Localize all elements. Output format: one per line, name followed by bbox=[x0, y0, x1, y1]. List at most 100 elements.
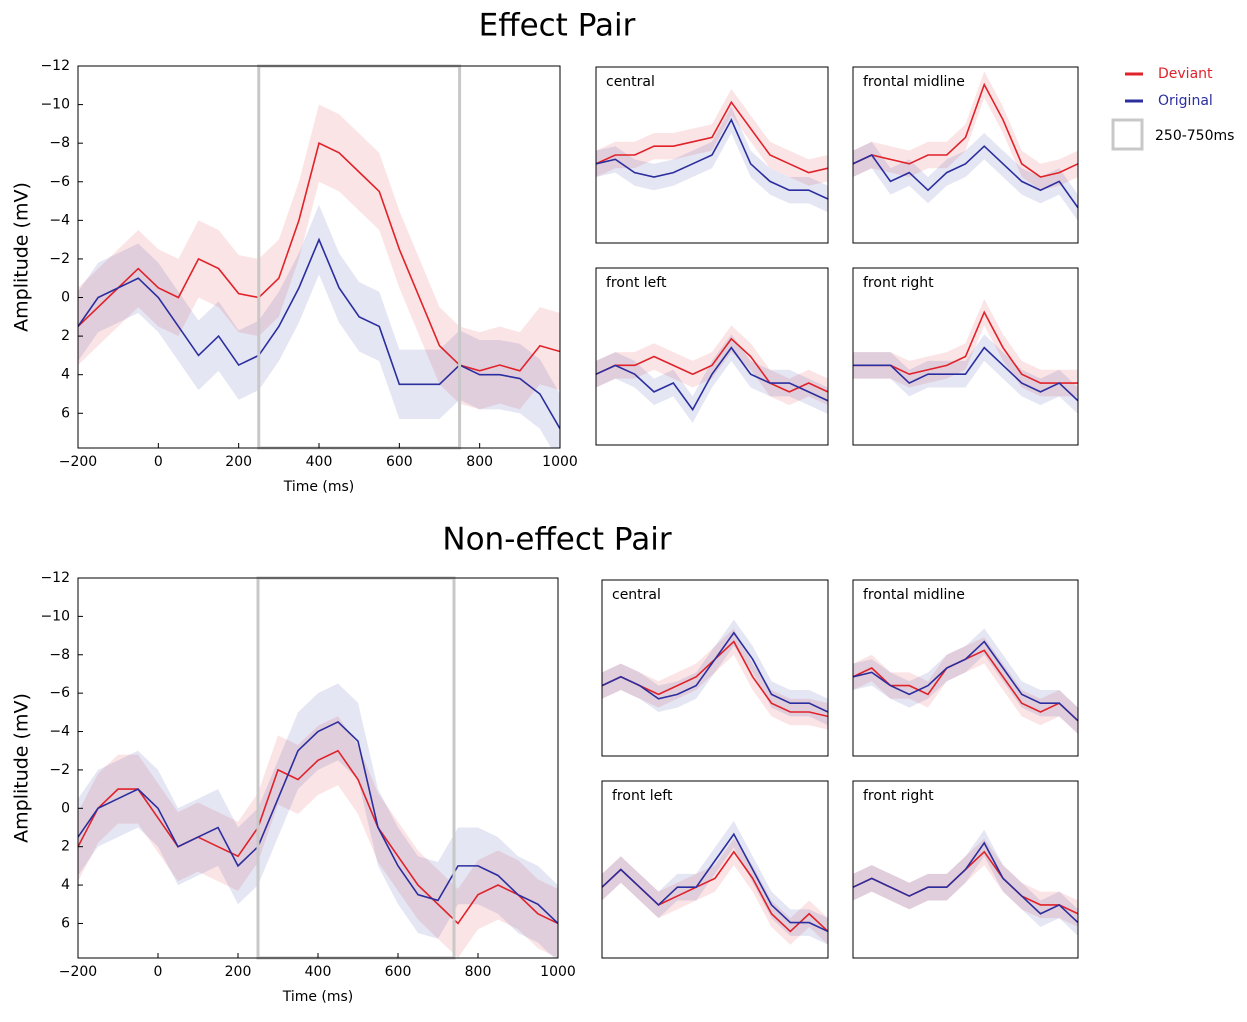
y-tick-label: 6 bbox=[61, 915, 70, 931]
panel-title: front left bbox=[606, 275, 667, 291]
chart-title: Effect Pair bbox=[479, 8, 636, 44]
x-tick-label: 600 bbox=[386, 454, 413, 470]
series-line bbox=[78, 237, 560, 430]
error-band bbox=[853, 133, 1078, 221]
x-tick-label: −200 bbox=[59, 964, 97, 980]
error-band bbox=[853, 298, 1078, 397]
panel-title: central bbox=[612, 587, 661, 603]
plot-frame bbox=[852, 780, 1079, 959]
legend-label: Original bbox=[1158, 93, 1213, 109]
y-tick-label: −10 bbox=[40, 97, 70, 113]
series-line bbox=[596, 100, 828, 174]
series-line bbox=[78, 720, 558, 925]
x-tick-label: −200 bbox=[59, 454, 97, 470]
x-tick-label: 400 bbox=[306, 454, 333, 470]
plot-area bbox=[596, 89, 828, 213]
error-band bbox=[596, 334, 828, 423]
series-line bbox=[602, 631, 828, 713]
legend-label: 250-750ms bbox=[1155, 128, 1234, 144]
plot-area bbox=[78, 683, 558, 958]
error-band bbox=[78, 204, 560, 448]
y-tick-label: −4 bbox=[49, 212, 70, 228]
x-tick-label: 200 bbox=[225, 964, 252, 980]
error-band bbox=[78, 683, 558, 958]
x-tick-label: 0 bbox=[154, 964, 163, 980]
plot-frame bbox=[601, 579, 829, 757]
error-band bbox=[602, 619, 828, 726]
x-tick-label: 800 bbox=[465, 964, 492, 980]
y-tick-label: 6 bbox=[61, 405, 70, 421]
series-line bbox=[602, 832, 828, 933]
y-tick-label: −8 bbox=[49, 647, 70, 663]
x-tick-label: 200 bbox=[225, 454, 252, 470]
series-line bbox=[596, 346, 828, 412]
series-line bbox=[853, 640, 1078, 722]
y-tick-label: 4 bbox=[61, 367, 70, 383]
x-tick-label: 1000 bbox=[542, 454, 578, 470]
y-tick-label: 0 bbox=[61, 800, 70, 816]
plot-frame bbox=[852, 66, 1079, 244]
panel-title: front right bbox=[863, 788, 934, 804]
series-line bbox=[596, 337, 828, 393]
y-tick-label: −2 bbox=[49, 251, 70, 267]
legend-label: Deviant bbox=[1158, 66, 1213, 82]
error-band bbox=[78, 104, 560, 410]
y-tick-label: 2 bbox=[61, 328, 70, 344]
plot-area bbox=[853, 71, 1078, 221]
y-tick-label: −8 bbox=[49, 135, 70, 151]
error-band bbox=[853, 829, 1078, 936]
plot-frame bbox=[595, 267, 829, 446]
series-line bbox=[78, 749, 558, 925]
series-line bbox=[853, 841, 1078, 924]
error-band bbox=[853, 838, 1078, 928]
series-line bbox=[853, 346, 1078, 402]
x-axis-label: Time (ms) bbox=[283, 479, 355, 495]
plot-frame bbox=[852, 579, 1079, 757]
y-tick-label: 2 bbox=[61, 839, 70, 855]
y-tick-label: −6 bbox=[49, 174, 70, 190]
y-tick-label: 0 bbox=[61, 290, 70, 306]
x-tick-label: 400 bbox=[305, 964, 332, 980]
series-line bbox=[78, 142, 560, 372]
y-axis-label: Amplitude (mV) bbox=[11, 693, 33, 843]
error-band bbox=[853, 628, 1078, 734]
chart-title: Non-effect Pair bbox=[442, 522, 671, 558]
plot-area bbox=[596, 325, 828, 423]
error-band bbox=[853, 71, 1078, 191]
plot-area bbox=[853, 628, 1078, 734]
error-band bbox=[853, 637, 1078, 734]
y-tick-label: −12 bbox=[40, 570, 70, 586]
panel-title: frontal midline bbox=[863, 74, 965, 90]
y-tick-label: −10 bbox=[40, 608, 70, 624]
y-tick-label: −4 bbox=[49, 724, 70, 740]
y-axis-label: Amplitude (mV) bbox=[11, 182, 33, 332]
series-line bbox=[596, 117, 828, 200]
y-tick-label: −12 bbox=[40, 58, 70, 74]
error-band bbox=[602, 838, 828, 945]
error-band bbox=[602, 628, 828, 730]
panel-title: central bbox=[606, 74, 655, 90]
x-tick-label: 600 bbox=[385, 964, 412, 980]
error-band bbox=[596, 106, 828, 213]
x-tick-label: 800 bbox=[466, 454, 493, 470]
plot-area bbox=[602, 820, 828, 945]
x-tick-label: 0 bbox=[154, 454, 163, 470]
plot-area bbox=[853, 298, 1078, 415]
y-tick-label: −6 bbox=[49, 685, 70, 701]
panel-title: front left bbox=[612, 788, 673, 804]
plot-area bbox=[78, 104, 560, 448]
y-tick-label: −2 bbox=[49, 762, 70, 778]
error-band bbox=[78, 716, 558, 958]
panel-title: front right bbox=[863, 275, 934, 291]
plot-frame bbox=[852, 267, 1079, 446]
series-line bbox=[853, 145, 1078, 209]
plot-area bbox=[602, 619, 828, 730]
panel-title: frontal midline bbox=[863, 587, 965, 603]
x-axis-label: Time (ms) bbox=[282, 989, 354, 1005]
x-tick-label: 1000 bbox=[540, 964, 576, 980]
plot-area bbox=[853, 829, 1078, 936]
plot-frame bbox=[595, 66, 829, 244]
legend-box bbox=[1111, 118, 1144, 151]
plot-frame bbox=[601, 780, 829, 959]
